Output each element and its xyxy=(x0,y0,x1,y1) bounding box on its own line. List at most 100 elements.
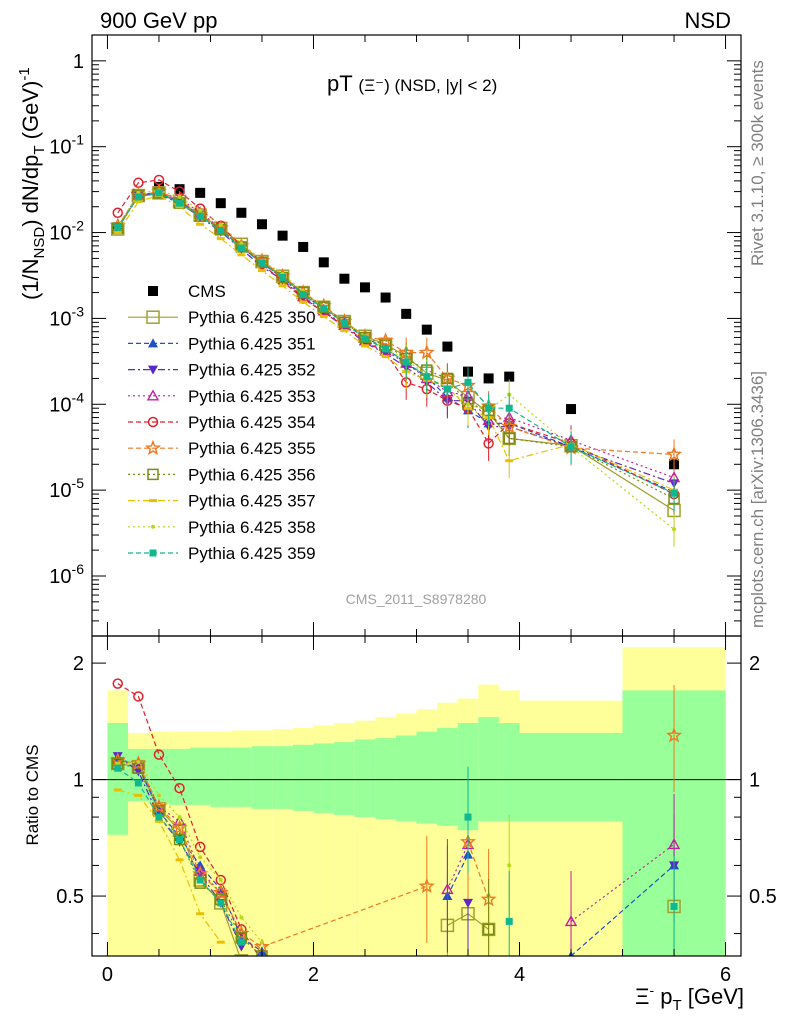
y-tick-label: 10-1 xyxy=(49,132,84,159)
data-point xyxy=(485,404,493,412)
y-axis-label: (1/NNSD) dN/dpT (GeV)-1 xyxy=(16,67,48,300)
data-point xyxy=(112,207,124,219)
ratio-tick-label-right: 1 xyxy=(749,770,760,792)
data-point xyxy=(483,438,494,449)
legend: CMS Pythia 6.425 350 Pythia 6.425 351 Pythi… xyxy=(128,282,316,563)
green-band-segment xyxy=(334,742,355,815)
y-tick-label: 10-3 xyxy=(49,303,84,330)
data-point xyxy=(195,187,206,198)
data-point xyxy=(464,378,472,386)
green-band-segment xyxy=(498,723,520,822)
legend-entry: CMS xyxy=(148,282,226,301)
ratio-line xyxy=(117,761,263,943)
legend-entry: Pythia 6.425 358 xyxy=(128,518,316,537)
legend-label: Pythia 6.425 350 xyxy=(188,308,316,327)
ratio-point xyxy=(173,814,186,827)
ratio-point xyxy=(114,764,122,772)
ratio-point xyxy=(666,727,682,743)
ratio-series-group xyxy=(109,678,682,956)
legend-label: Pythia 6.425 351 xyxy=(188,334,316,353)
data-point xyxy=(320,305,328,313)
ratio-point xyxy=(670,902,678,910)
legend-entry: Pythia 6.425 352 xyxy=(128,361,316,380)
data-point xyxy=(340,319,348,327)
data-point xyxy=(672,527,677,532)
data-point xyxy=(402,358,410,366)
data-point xyxy=(237,253,246,257)
data-point xyxy=(256,219,267,230)
green-band-segment xyxy=(169,748,190,805)
ratio-point xyxy=(260,955,264,956)
legend-marker xyxy=(146,310,160,324)
legend-label: Pythia 6.425 354 xyxy=(188,413,316,432)
axes-ticks: 110-110-210-310-410-510-60 2 4 60.5 0.51 12 2 xyxy=(49,34,777,986)
data-point xyxy=(442,341,453,352)
data-point xyxy=(177,194,182,199)
data-point xyxy=(359,331,371,344)
tick-base: 10 xyxy=(49,137,71,159)
data-point xyxy=(299,290,307,298)
data-point xyxy=(377,332,394,348)
data-point xyxy=(174,184,185,195)
data-point xyxy=(113,231,122,235)
series-line xyxy=(117,192,675,493)
tick-exp: -4 xyxy=(72,389,85,405)
green-band-segment xyxy=(313,743,335,813)
legend-marker xyxy=(149,549,157,557)
data-point xyxy=(237,244,245,252)
data-point xyxy=(670,489,678,497)
ratio-series-354 xyxy=(112,678,264,956)
legend-entry: Pythia 6.425 356 xyxy=(128,465,316,484)
ratio-series-357 xyxy=(113,788,225,944)
data-point xyxy=(483,373,494,384)
tick-exp: -6 xyxy=(72,561,85,577)
tick-base: 10 xyxy=(49,223,71,245)
data-point xyxy=(215,198,226,209)
green-band-segment xyxy=(251,746,273,809)
legend-entry: Pythia 6.425 359 xyxy=(128,544,316,563)
data-point xyxy=(505,404,513,412)
ratio-uncertainty-bands xyxy=(92,647,741,956)
ratio-point xyxy=(212,884,229,900)
ratio-point xyxy=(112,678,124,689)
ratio-point xyxy=(239,915,244,920)
green-band-segment xyxy=(292,744,314,811)
ratio-point xyxy=(667,837,681,850)
legend-marker xyxy=(148,365,158,375)
data-point xyxy=(134,193,142,201)
tick-base: 10 xyxy=(49,566,71,588)
ratio-point xyxy=(196,876,204,884)
x-tick-label: 0 xyxy=(102,964,113,986)
legend-entry: Pythia 6.425 354 xyxy=(128,413,316,432)
green-band-segment xyxy=(272,746,293,809)
ratio-point xyxy=(464,813,472,821)
ratio-tick-label-right: 2 xyxy=(749,653,760,675)
y-tick-label: 1 xyxy=(73,51,84,73)
ratio-point xyxy=(234,954,249,956)
ratio-point xyxy=(171,819,188,835)
data-point xyxy=(382,345,390,353)
ratio-point xyxy=(193,864,207,876)
legend-entry: Pythia 6.425 357 xyxy=(128,492,316,511)
header-left-label: 900 GeV pp xyxy=(100,8,217,33)
ratio-point xyxy=(113,788,122,792)
legend-marker xyxy=(148,338,158,348)
ratio-point xyxy=(441,883,454,895)
ratio-point xyxy=(174,782,185,794)
data-point xyxy=(361,335,369,343)
ratio-point xyxy=(175,858,184,862)
data-point xyxy=(567,443,575,451)
legend-entry: Pythia 6.425 350 xyxy=(128,308,316,327)
ratio-line xyxy=(117,767,242,943)
data-point xyxy=(277,230,288,241)
ratio-point xyxy=(463,898,474,908)
y-tick-label: 10-5 xyxy=(49,475,84,502)
ratio-plot-marks xyxy=(109,678,682,956)
data-point xyxy=(318,301,330,313)
tick-base: 10 xyxy=(49,308,71,330)
data-point xyxy=(176,199,184,207)
legend-label: Pythia 6.425 359 xyxy=(188,544,316,563)
plot-title-main: pT xyxy=(327,71,352,96)
ratio-tick-label: 2 xyxy=(73,653,84,675)
ratio-line xyxy=(467,841,490,900)
